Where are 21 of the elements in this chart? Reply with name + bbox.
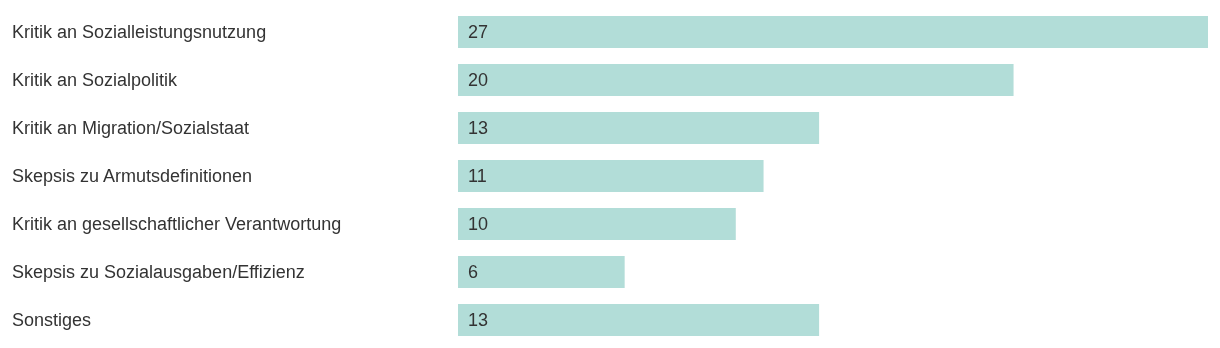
y-tick-label: Kritik an Sozialleistungsnutzung [12, 22, 267, 42]
bar [458, 256, 625, 288]
bar [458, 64, 1014, 96]
y-tick-label: Kritik an Migration/Sozialstaat [12, 118, 250, 138]
bar [458, 112, 820, 144]
y-tick-label: Kritik an gesellschaftlicher Verantwortung [12, 214, 342, 234]
data-label: 10 [468, 214, 489, 235]
data-label: 13 [468, 310, 489, 331]
bar [458, 304, 820, 336]
data-label: 20 [468, 70, 489, 91]
data-label: 27 [468, 22, 489, 43]
bar [458, 16, 1208, 48]
bar [458, 208, 736, 240]
data-label: 11 [468, 166, 487, 187]
y-tick-label: Kritik an Sozialpolitik [12, 70, 179, 90]
bar [458, 160, 764, 192]
y-tick-label: Sonstiges [12, 310, 92, 330]
y-tick-label: Skepsis zu Sozialausgaben/Effizienz [12, 262, 305, 282]
y-tick-label: Skepsis zu Armutsdefinitionen [12, 166, 253, 186]
data-label: 13 [468, 118, 489, 139]
data-label: 6 [468, 262, 479, 283]
